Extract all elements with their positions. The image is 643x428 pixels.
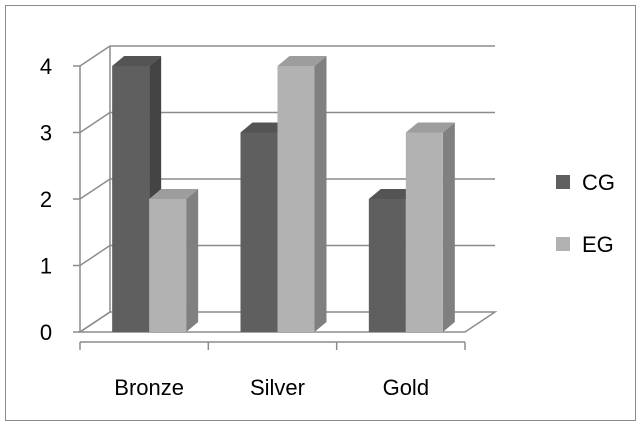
bar-eg-silver — [277, 56, 327, 332]
bar-front — [277, 66, 315, 332]
axes — [73, 65, 466, 350]
bar-front — [149, 199, 187, 332]
y-tick-label: 4 — [40, 54, 52, 79]
bar-front — [368, 199, 406, 332]
bar-top — [368, 189, 418, 199]
y-tick-label: 2 — [40, 187, 52, 212]
gridline-side — [79, 244, 111, 267]
bar-eg-gold — [405, 122, 455, 332]
y-tick-labels: 0 1 2 3 4 — [40, 54, 52, 345]
gridline-side — [79, 45, 111, 67]
bars — [112, 56, 455, 332]
legend-swatch — [556, 175, 570, 189]
legend-item-eg: EG — [556, 232, 614, 257]
y-tick-label: 1 — [40, 254, 52, 279]
x-tick-label: Bronze — [114, 375, 184, 400]
bar-front — [405, 132, 443, 332]
bar-side — [186, 189, 199, 332]
y-tick-label: 3 — [40, 121, 52, 146]
legend-item-cg: CG — [556, 170, 615, 195]
x-tick-label: Silver — [250, 375, 305, 400]
x-tick-label: Gold — [383, 375, 429, 400]
bar-front — [112, 66, 150, 332]
gridline-side — [79, 311, 111, 333]
legend: CG EG — [556, 170, 615, 257]
bar-top — [240, 122, 290, 133]
x-tick-labels: Bronze Silver Gold — [114, 375, 429, 400]
bar-side — [442, 122, 455, 332]
y-tick-label: 0 — [40, 320, 52, 345]
bar-top — [405, 122, 455, 133]
legend-label: EG — [582, 232, 614, 257]
gridline-side — [79, 178, 111, 200]
bar-top — [112, 56, 162, 66]
bar-top — [277, 56, 327, 66]
bar-top — [149, 189, 199, 199]
bar-side — [314, 56, 327, 332]
legend-swatch — [556, 237, 570, 251]
bar-front — [240, 132, 278, 332]
bar-eg-bronze — [149, 189, 199, 332]
gridline-side — [79, 111, 111, 134]
legend-label: CG — [582, 170, 615, 195]
